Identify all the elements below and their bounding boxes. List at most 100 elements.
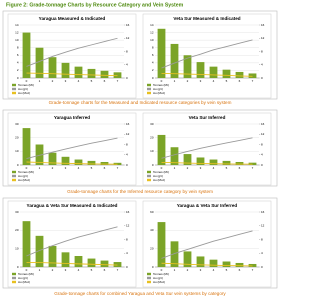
caption: Grade-tonnage charts for the Measured an… — [49, 100, 232, 105]
x-tick-label: 6 — [104, 268, 106, 272]
x-tick-label: 7 — [252, 268, 254, 272]
bar — [248, 263, 257, 267]
x-tick-label: 6 — [239, 79, 241, 83]
legend-swatch — [12, 272, 16, 276]
x-tick-label: 0 — [161, 166, 163, 170]
legend-swatch — [12, 170, 16, 174]
y-tick-label: 10 — [15, 246, 19, 250]
legend-label: Au (g/t) — [153, 87, 163, 91]
y-tick-label: 12 — [150, 30, 154, 34]
figure-title: Figure 2: Grade-tonnage Charts by Resour… — [6, 2, 184, 8]
y2-tick-label: 4 — [126, 153, 128, 157]
bar — [170, 43, 179, 78]
legend-label: Tonnes (Mt) — [153, 83, 169, 87]
legend-label: Au (g/t) — [18, 276, 28, 280]
y2-tick-label: 8 — [261, 237, 263, 241]
y2-tick-label: 8 — [261, 49, 263, 53]
chart-title: Veta Sur Inferred — [189, 115, 226, 120]
y-tick-label: 0 — [152, 76, 154, 80]
x-tick-label: 1 — [39, 166, 41, 170]
bar — [248, 73, 257, 78]
caption: Grade-tonnage charts for the Inferred re… — [67, 189, 213, 194]
bar — [87, 258, 96, 267]
y2-tick-label: 12 — [261, 36, 265, 40]
x-tick-label: 5 — [226, 268, 228, 272]
y2-tick-label: 0 — [126, 76, 128, 80]
bar — [100, 70, 109, 78]
x-tick-label: 3 — [200, 268, 202, 272]
bar — [74, 256, 83, 267]
line-series — [161, 230, 253, 259]
y-tick-label: 14 — [150, 23, 154, 27]
x-tick-label: 6 — [104, 79, 106, 83]
x-tick-label: 5 — [226, 79, 228, 83]
legend-label: Tonnes (Mt) — [153, 170, 169, 174]
y-tick-label: 0 — [17, 265, 19, 269]
y-tick-label: 0 — [17, 163, 19, 167]
legend-label: Tonnes (Mt) — [18, 170, 34, 174]
legend-label: Au (g/t) — [153, 174, 163, 178]
y2-tick-label: 0 — [126, 163, 128, 167]
row-frame — [2, 109, 278, 187]
row-frame — [2, 10, 278, 100]
bar — [35, 144, 44, 165]
x-tick-label: 6 — [104, 166, 106, 170]
x-tick-label: 3 — [200, 79, 202, 83]
legend-swatch — [12, 280, 16, 284]
y-tick-label: 0 — [152, 265, 154, 269]
x-tick-label: 0 — [26, 268, 28, 272]
bar — [113, 262, 122, 267]
y-tick-label: 20 — [150, 135, 154, 139]
x-tick-label: 2 — [187, 79, 189, 83]
legend-swatch — [12, 276, 16, 280]
x-tick-label: 2 — [187, 166, 189, 170]
row-frame — [2, 197, 278, 289]
bar — [222, 69, 231, 78]
legend-label: Au (Moz) — [18, 91, 30, 95]
x-tick-label: 0 — [26, 79, 28, 83]
x-tick-label: 5 — [91, 166, 93, 170]
bar — [48, 152, 57, 165]
x-tick-label: 6 — [239, 268, 241, 272]
bar — [22, 128, 31, 165]
legend-label: Au (Moz) — [153, 178, 165, 182]
bar — [22, 32, 31, 78]
y2-tick-label: 0 — [126, 265, 128, 269]
legend-label: Au (g/t) — [153, 276, 163, 280]
line-series — [161, 39, 253, 69]
y-tick-label: 20 — [15, 228, 19, 232]
x-tick-label: 2 — [52, 166, 54, 170]
bar — [196, 256, 205, 267]
bar — [196, 62, 205, 78]
bar — [35, 235, 44, 267]
x-tick-label: 1 — [39, 268, 41, 272]
line-series — [161, 262, 253, 267]
y2-tick-label: 16 — [261, 122, 265, 126]
bar — [22, 221, 31, 267]
x-tick-label: 4 — [78, 166, 80, 170]
y-tick-label: 0 — [152, 163, 154, 167]
bar — [183, 154, 192, 165]
bar — [61, 62, 70, 78]
y2-tick-label: 0 — [261, 163, 263, 167]
y-tick-label: 12 — [15, 30, 19, 34]
y2-tick-label: 0 — [261, 76, 263, 80]
y2-tick-label: 4 — [126, 63, 128, 67]
legend-swatch — [147, 272, 151, 276]
y2-tick-label: 8 — [126, 49, 128, 53]
line-series — [26, 137, 118, 160]
x-tick-label: 4 — [78, 79, 80, 83]
x-tick-label: 1 — [39, 79, 41, 83]
x-tick-label: 7 — [252, 166, 254, 170]
y2-tick-label: 4 — [261, 251, 263, 255]
x-tick-label: 6 — [239, 166, 241, 170]
legend-swatch — [147, 83, 151, 87]
y-tick-label: 10 — [150, 149, 154, 153]
y-tick-label: 20 — [150, 246, 154, 250]
page: Figure 2: Grade-tonnage Charts by Resour… — [2, 2, 278, 296]
y-tick-label: 30 — [150, 122, 154, 126]
bar — [209, 259, 218, 267]
bar — [235, 71, 244, 78]
y2-tick-label: 16 — [126, 122, 130, 126]
y2-tick-label: 8 — [126, 142, 128, 146]
